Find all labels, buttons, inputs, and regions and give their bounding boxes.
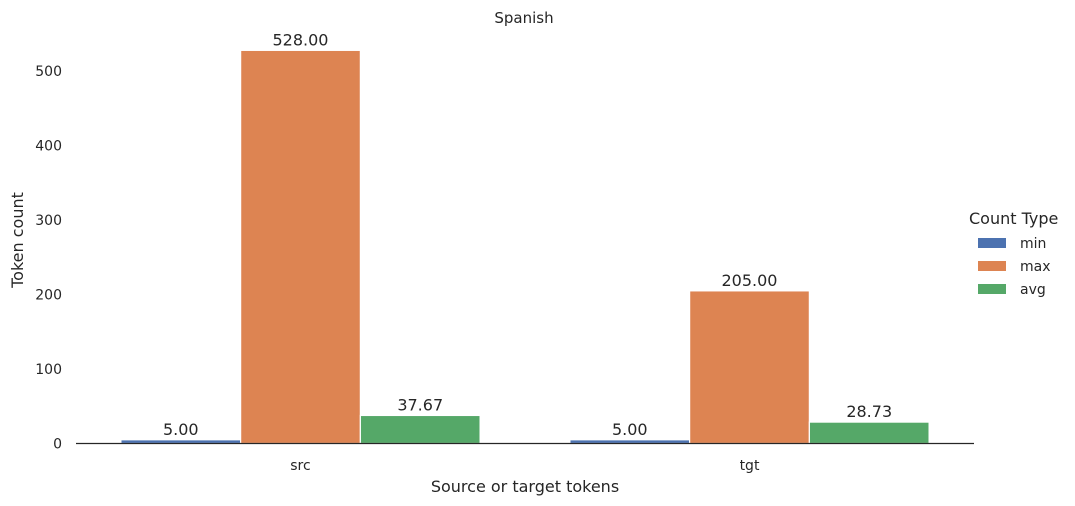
y-tick-label: 300 (35, 213, 62, 229)
bar-max-tgt (689, 290, 810, 445)
legend-swatch-avg (978, 284, 1006, 294)
y-tick-label: 200 (35, 288, 62, 304)
bar-value-label: 5.00 (163, 420, 199, 439)
legend-swatch-max (978, 261, 1006, 271)
y-axis: 0 100 200 300 400 500 (35, 64, 62, 452)
legend-label-min: min (1020, 236, 1046, 252)
legend: Count Type min max avg (969, 209, 1058, 298)
legend-swatch-min (978, 238, 1006, 248)
y-tick-label: 400 (35, 139, 62, 155)
bar-max-src (240, 49, 361, 445)
bars-group (120, 49, 930, 445)
bar-value-label: 528.00 (273, 30, 329, 49)
legend-title: Count Type (969, 209, 1058, 228)
bar-value-label: 5.00 (612, 420, 648, 439)
x-axis: src tgt (290, 458, 760, 474)
bar-labels-group: 5.00 528.00 37.67 5.00 205.00 28.73 (163, 30, 892, 438)
legend-label-avg: avg (1020, 282, 1046, 298)
chart-title: Spanish (494, 9, 553, 27)
bar-avg-src (359, 414, 481, 445)
bar-value-label: 37.67 (397, 395, 443, 414)
bar-avg-tgt (808, 421, 930, 445)
x-axis-label: Source or target tokens (431, 477, 619, 496)
x-tick-label: src (290, 458, 310, 474)
y-tick-label: 0 (53, 437, 62, 453)
x-tick-label: tgt (740, 458, 760, 474)
y-tick-label: 500 (35, 64, 62, 80)
bar-value-label: 205.00 (722, 271, 778, 290)
y-tick-label: 100 (35, 362, 62, 378)
y-axis-label: Token count (8, 192, 27, 289)
legend-label-max: max (1020, 259, 1051, 275)
bar-value-label: 28.73 (846, 402, 892, 421)
